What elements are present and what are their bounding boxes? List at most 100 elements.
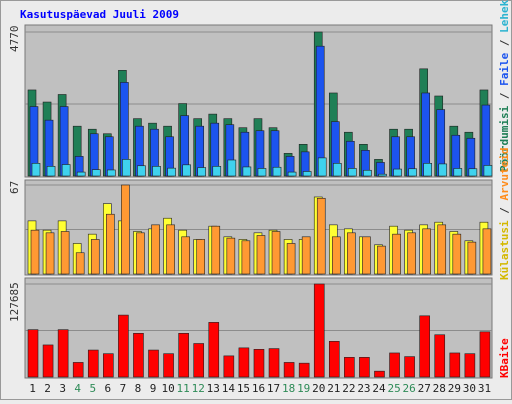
x-tick-label: 28 [433, 382, 446, 395]
bars [27, 31, 493, 378]
bar-kbaite [434, 334, 446, 378]
bar-kbaite [27, 329, 39, 378]
x-tick-label: 23 [357, 382, 370, 395]
bar-arvuteid [482, 228, 492, 275]
x-tick-label: 29 [448, 382, 461, 395]
y-max-label-top: 4770 [8, 26, 21, 53]
bar-lehekulgi [272, 166, 282, 177]
bar-lehekulgi [242, 166, 252, 177]
bar-arvuteid [437, 224, 447, 275]
bar-lehekulgi [61, 164, 71, 177]
y-max-label-middle: 67 [8, 181, 21, 194]
legend-bottom: KBaite [498, 338, 511, 378]
bar-arvuteid [331, 236, 341, 275]
bar-arvuteid [271, 231, 281, 275]
bar-lehekulgi [122, 159, 131, 177]
x-tick-label: 22 [342, 382, 355, 395]
bar-lehekulgi [332, 163, 342, 177]
x-tick-label: 30 [463, 382, 476, 395]
bar-arvuteid [226, 237, 236, 275]
bar-arvuteid [121, 184, 130, 275]
bar-lehekulgi [302, 171, 312, 177]
bar-kbaite [313, 283, 325, 378]
bar-lehekulgi [408, 168, 417, 177]
legend-entry: Lehekülgi [498, 0, 511, 33]
bar-lehekulgi [152, 166, 161, 177]
bar-lehekulgi [137, 165, 146, 177]
bar-lehekulgi [46, 166, 56, 177]
bar-kbaite [148, 349, 159, 378]
x-tick-label: 9 [150, 382, 157, 395]
bar-lehekulgi [257, 168, 267, 177]
bar-lehekulgi [393, 168, 402, 177]
x-tick-label: 6 [105, 382, 112, 395]
x-tick-label: 15 [237, 382, 250, 395]
chart-title: Kasutuspäevad Juuli 2009 [20, 8, 179, 21]
bar-kbaite [118, 314, 129, 378]
x-tick-label: 8 [135, 382, 142, 395]
bar-arvuteid [316, 197, 326, 275]
x-tick-label: 19 [297, 382, 310, 395]
bar-lehekulgi [182, 164, 191, 177]
legend-entry: / [498, 86, 511, 106]
grid-lines [25, 31, 492, 331]
bar-kbaite [359, 357, 370, 378]
bar-kbaite [72, 362, 84, 378]
x-tick-label: 18 [282, 382, 295, 395]
bar-lehekulgi [227, 159, 237, 177]
bar-arvuteid [467, 241, 477, 275]
bar-lehekulgi [378, 173, 387, 177]
bar-kbaite [419, 315, 430, 378]
x-tick-label: 21 [327, 382, 340, 395]
bar-arvuteid [181, 236, 190, 275]
bar-kbaite [133, 332, 144, 378]
x-tick-label: 11 [177, 382, 190, 395]
bar-arvuteid [211, 225, 221, 275]
bar-lehekulgi [212, 166, 222, 177]
bar-arvuteid [75, 252, 85, 275]
legend-top: Pöördumisi / Faile / Lehekülgi [498, 0, 511, 172]
bar-kbaite [298, 362, 310, 378]
x-axis-labels: 1 2 3 4 5 6 7 8 9 10 11 12 13 14 15 16 17 18 19 20 21 22 23 24 2… [29, 382, 491, 395]
bar-kbaite [193, 343, 205, 378]
bar-arvuteid [286, 243, 296, 275]
bar-kbaite [479, 331, 491, 378]
y-max-label-bottom: 127685 [8, 282, 21, 322]
x-tick-label: 17 [267, 382, 280, 395]
x-tick-label: 14 [222, 382, 236, 395]
bar-lehekulgi [31, 163, 41, 177]
x-tick-label: 5 [89, 382, 96, 395]
bar-kbaite [389, 352, 400, 378]
legend-entry: Faile [498, 52, 511, 85]
bar-kbaite [464, 353, 476, 378]
bar-arvuteid [241, 240, 251, 275]
bar-kbaite [253, 349, 265, 378]
bar-arvuteid [362, 236, 371, 275]
bar-kbaite [374, 370, 385, 378]
bar-kbaite [328, 341, 340, 378]
bar-kbaite [404, 356, 415, 378]
legend-middle: Külastusi / Arvuteid [498, 148, 511, 280]
bar-kbaite [238, 347, 250, 378]
bar-kbaite [57, 329, 69, 378]
bar-arvuteid [151, 224, 160, 275]
x-tick-label: 1 [29, 382, 36, 395]
legend-entry: / [498, 33, 511, 53]
x-tick-label: 13 [207, 382, 220, 395]
bar-arvuteid [60, 231, 70, 275]
bar-arvuteid [106, 213, 115, 275]
bar-arvuteid [256, 235, 266, 275]
x-tick-label: 16 [252, 382, 265, 395]
x-tick-label: 20 [312, 382, 325, 395]
x-tick-label: 10 [161, 382, 174, 395]
bar-kbaite [42, 344, 54, 378]
x-tick-label: 4 [74, 382, 81, 395]
bar-kbaite [344, 357, 355, 378]
bar-lehekulgi [348, 168, 357, 177]
x-tick-label: 12 [192, 382, 205, 395]
legend-entry: Külastusi [498, 220, 511, 280]
bar-lehekulgi [167, 167, 176, 177]
bar-arvuteid [347, 232, 356, 275]
bar-kbaite [268, 348, 280, 378]
